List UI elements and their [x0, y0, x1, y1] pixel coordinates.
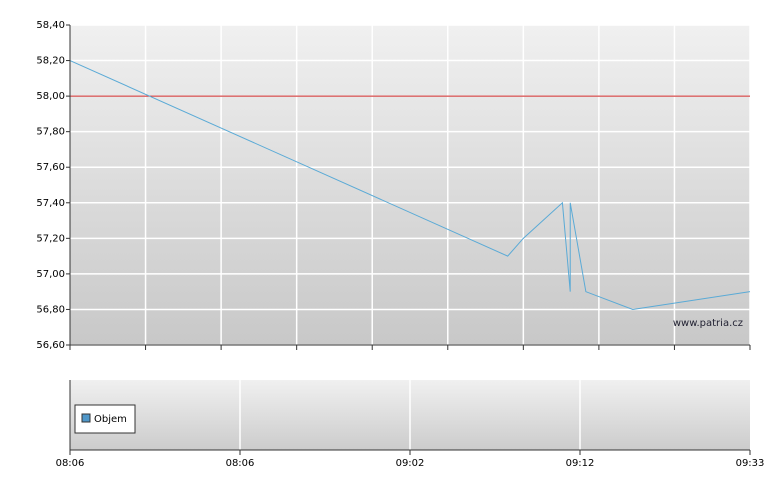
y-tick-label: 57,80: [36, 127, 65, 138]
y-tick-label: 57,60: [36, 162, 65, 173]
watermark: www.patria.cz: [673, 318, 743, 329]
legend-label: Objem: [94, 414, 127, 425]
plot-area: [70, 25, 750, 345]
y-tick-label: 57,00: [36, 269, 65, 280]
volume-x-tick-label: 09:12: [566, 458, 595, 469]
y-tick-label: 57,20: [36, 233, 65, 244]
volume-x-tick-label: 09:02: [396, 458, 425, 469]
y-tick-label: 58,40: [36, 20, 65, 31]
legend-swatch: [81, 413, 91, 423]
y-tick-label: 56,80: [36, 304, 65, 315]
volume-x-tick-label: 08:06: [226, 458, 255, 469]
y-tick-label: 56,60: [36, 340, 65, 351]
price-line: [69, 60, 751, 310]
volume-x-tick-label: 09:33: [736, 458, 765, 469]
volume-x-tick-label: 08:06: [56, 458, 85, 469]
y-tick-label: 58,20: [36, 56, 65, 67]
y-tick-label: 57,40: [36, 198, 65, 209]
y-tick-label: 58,00: [36, 91, 65, 102]
